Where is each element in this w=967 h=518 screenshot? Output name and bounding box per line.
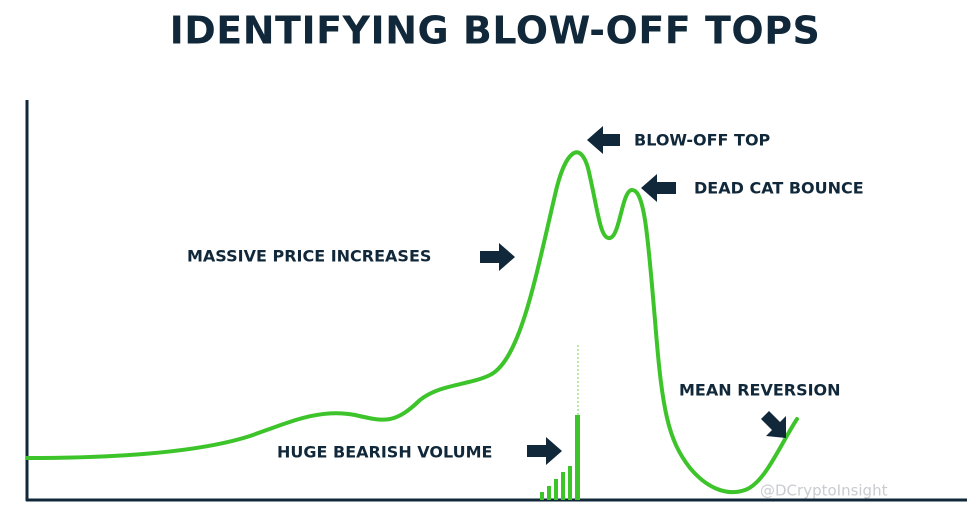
arrow-right	[480, 243, 515, 271]
volume-bars	[540, 415, 580, 500]
arrow-down-right	[761, 411, 786, 438]
price-curve	[25, 150, 799, 495]
watermark: @DCryptoInsight	[760, 482, 888, 500]
volume-bar	[568, 466, 572, 500]
title: IDENTIFYING BLOW-OFF TOPS	[170, 9, 821, 53]
label: DEAD CAT BOUNCE	[694, 179, 864, 198]
label: HUGE BEARISH VOLUME	[277, 443, 492, 462]
label: MEAN REVERSION	[679, 381, 841, 400]
arrow-right	[527, 437, 562, 465]
arrow-left	[641, 174, 676, 202]
arrow-left	[587, 126, 620, 154]
label: MASSIVE PRICE INCREASES	[187, 247, 431, 266]
volume-bar	[554, 479, 558, 500]
volume-bar	[540, 492, 544, 500]
label: BLOW-OFF TOP	[634, 131, 771, 150]
volume-bar	[575, 415, 580, 500]
volume-bar	[547, 486, 551, 500]
volume-bar	[561, 472, 565, 500]
